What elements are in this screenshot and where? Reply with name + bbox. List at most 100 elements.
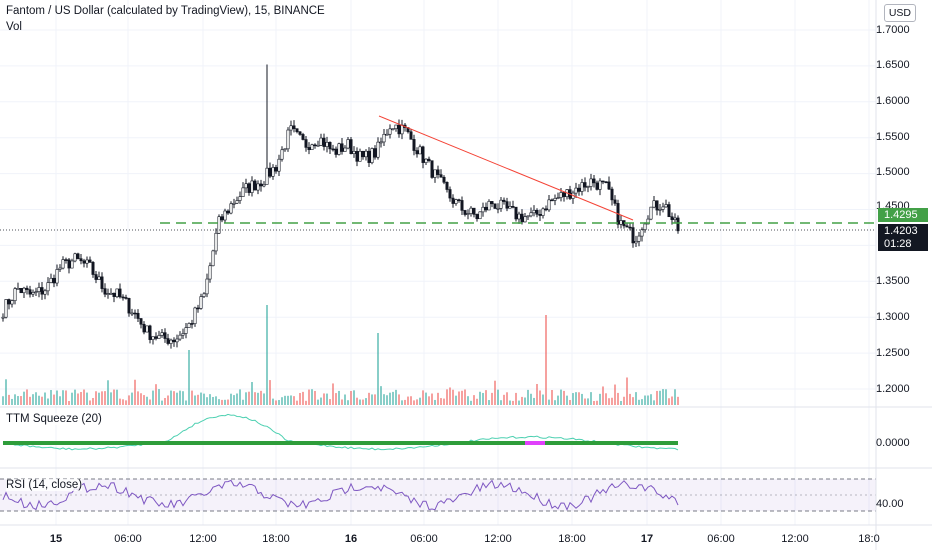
volume-bar bbox=[395, 389, 397, 405]
volume-bar bbox=[176, 392, 178, 405]
volume-bar bbox=[11, 398, 13, 405]
candle-body bbox=[625, 225, 629, 228]
current-price-tag: 1.4203 bbox=[878, 224, 928, 238]
price-tick: 1.5500 bbox=[876, 131, 910, 143]
candle-body bbox=[619, 220, 623, 225]
volume-bar bbox=[65, 390, 67, 405]
candle-body bbox=[4, 299, 8, 318]
candle-body bbox=[100, 276, 104, 289]
candle-body bbox=[19, 288, 23, 294]
volume-bar bbox=[497, 389, 499, 405]
candle-body bbox=[676, 217, 680, 232]
candle-body bbox=[358, 150, 362, 162]
volume-bar bbox=[350, 391, 352, 405]
candle-body bbox=[139, 318, 143, 325]
volume-bar bbox=[191, 390, 193, 405]
volume-bar bbox=[131, 392, 133, 405]
volume-bar bbox=[20, 396, 22, 405]
candle-body bbox=[322, 137, 326, 147]
candle-body bbox=[43, 290, 47, 295]
candle-body bbox=[106, 293, 110, 295]
candle-body bbox=[55, 269, 59, 284]
candle-body bbox=[652, 200, 656, 208]
candle-body bbox=[259, 183, 263, 187]
candle-body bbox=[451, 197, 455, 204]
candle-body bbox=[463, 210, 467, 215]
candle-body bbox=[418, 146, 422, 155]
volume-bar bbox=[359, 399, 361, 405]
volume-bar bbox=[581, 393, 583, 405]
candle-body bbox=[94, 274, 98, 280]
candle-body bbox=[166, 338, 170, 344]
candle-body bbox=[553, 198, 557, 201]
candle-body bbox=[508, 206, 512, 209]
candle-body bbox=[349, 139, 353, 154]
candle-body bbox=[340, 143, 344, 152]
volume-bar bbox=[218, 399, 220, 405]
volume-bar bbox=[29, 396, 31, 405]
candle-body bbox=[268, 167, 272, 177]
volume-bar bbox=[638, 399, 640, 405]
candle-body bbox=[607, 181, 611, 190]
volume-bar bbox=[293, 396, 295, 405]
candle-body bbox=[634, 240, 638, 244]
volume-legend[interactable]: Vol bbox=[6, 21, 22, 33]
time-tick: 18:00 bbox=[262, 533, 290, 545]
ttm-legend[interactable]: TTM Squeeze (20) bbox=[6, 413, 102, 425]
candle-body bbox=[49, 277, 53, 283]
candle-body bbox=[529, 212, 533, 217]
volume-bar bbox=[650, 394, 652, 405]
price-tick: 1.5000 bbox=[876, 166, 910, 178]
volume-bar bbox=[425, 392, 427, 405]
volume-bar bbox=[107, 380, 109, 405]
volume-bar bbox=[173, 391, 175, 405]
candle-body bbox=[193, 307, 197, 324]
candle-body bbox=[283, 148, 287, 151]
volume-bar bbox=[284, 395, 286, 405]
candle-body bbox=[28, 289, 32, 295]
volume-bar bbox=[596, 400, 598, 405]
candle-body bbox=[460, 200, 464, 211]
ttm-momentum-line bbox=[2, 413, 679, 451]
volume-bar bbox=[524, 397, 526, 405]
candle-body bbox=[169, 339, 173, 344]
volume-bar bbox=[8, 394, 10, 405]
volume-bar bbox=[146, 396, 148, 405]
volume-bar bbox=[509, 400, 511, 405]
candle-body bbox=[52, 277, 56, 284]
symbol-title[interactable]: Fantom / US Dollar (calculated by Tradin… bbox=[6, 5, 325, 17]
volume-bar bbox=[566, 395, 568, 405]
volume-bar bbox=[599, 393, 601, 405]
candle-body bbox=[469, 207, 473, 214]
volume-bar bbox=[602, 386, 604, 405]
volume-bar bbox=[182, 391, 184, 405]
candle-body bbox=[220, 216, 224, 221]
volume-bar bbox=[80, 391, 82, 405]
volume-bar bbox=[155, 384, 157, 405]
candle-body bbox=[424, 158, 428, 163]
volume-bar bbox=[125, 400, 127, 405]
candle-body bbox=[385, 133, 389, 136]
candle-body bbox=[427, 158, 431, 161]
candle-body bbox=[598, 180, 602, 190]
currency-button[interactable]: USD bbox=[883, 4, 916, 22]
volume-bar bbox=[137, 391, 139, 405]
volume-bar bbox=[44, 392, 46, 405]
candle-body bbox=[181, 333, 185, 336]
candle-body bbox=[199, 296, 203, 309]
volume-bar bbox=[545, 315, 547, 405]
candle-body bbox=[127, 298, 131, 314]
candle-body bbox=[271, 167, 275, 177]
candle-body bbox=[409, 131, 413, 140]
rsi-legend[interactable]: RSI (14, close) bbox=[6, 479, 83, 491]
volume-bar bbox=[458, 391, 460, 405]
volume-bar bbox=[116, 389, 118, 405]
price-tick: 1.2000 bbox=[876, 383, 910, 395]
candle-body bbox=[481, 206, 485, 213]
volume-bar bbox=[584, 398, 586, 405]
candle-body bbox=[73, 253, 77, 262]
volume-bar bbox=[287, 395, 289, 405]
candle-body bbox=[520, 213, 524, 223]
candle-body bbox=[136, 312, 140, 319]
